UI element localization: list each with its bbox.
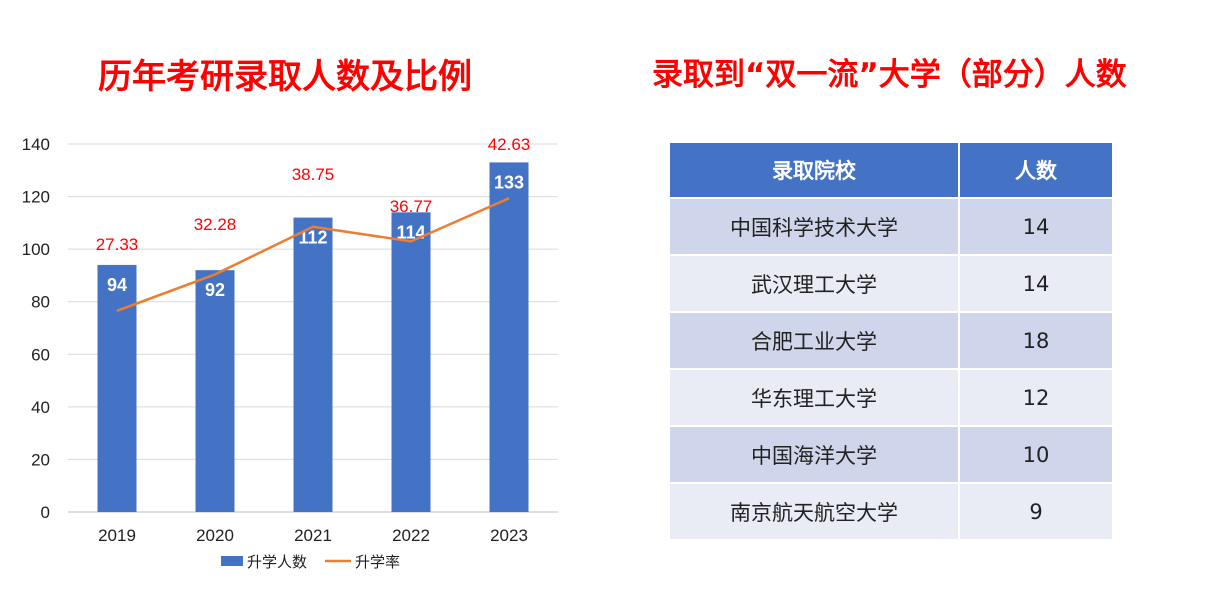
- y-tick-label: 40: [31, 398, 50, 417]
- bar: [97, 264, 137, 512]
- school-name: 中国海洋大学: [670, 425, 960, 483]
- table-row: 华东理工大学 12: [670, 368, 1112, 426]
- school-name: 华东理工大学: [670, 368, 960, 426]
- y-tick-label: 0: [41, 503, 50, 522]
- header-school: 录取院校: [670, 143, 960, 198]
- table-header-row: 录取院校 人数: [670, 143, 1112, 198]
- bar: [391, 212, 431, 512]
- x-tick-label: 2020: [196, 526, 234, 545]
- rate-point: [410, 240, 412, 242]
- table-row: 武汉理工大学 14: [670, 254, 1112, 312]
- x-tick-label: 2023: [490, 526, 528, 545]
- table-row: 中国科学技术大学 14: [670, 197, 1112, 255]
- rate-point: [508, 197, 510, 199]
- x-tick-label: 2021: [294, 526, 332, 545]
- table-row: 合肥工业大学 18: [670, 311, 1112, 369]
- bar: [293, 217, 333, 512]
- rate-point: [116, 310, 118, 312]
- table-title: 录取到“双一流”大学（部分）人数: [652, 57, 1127, 93]
- rate-value-label: 38.75: [292, 165, 335, 184]
- admit-count: 10: [959, 425, 1112, 483]
- admit-count: 9: [959, 482, 1112, 539]
- admit-count: 14: [959, 197, 1112, 255]
- legend-label-bar: 升学人数: [247, 553, 307, 571]
- y-tick-label: 120: [22, 188, 50, 207]
- y-tick-label: 100: [22, 240, 50, 259]
- table-row: 中国海洋大学 10: [670, 425, 1112, 483]
- x-tick-label: 2019: [98, 526, 136, 545]
- school-name: 合肥工业大学: [670, 311, 960, 369]
- bar: [195, 270, 235, 512]
- school-name: 武汉理工大学: [670, 254, 960, 312]
- rate-point: [214, 273, 216, 275]
- header-count: 人数: [959, 143, 1112, 198]
- y-tick-label: 140: [22, 135, 50, 154]
- rate-value-label: 32.28: [194, 215, 237, 234]
- school-name: 中国科学技术大学: [670, 197, 960, 255]
- chart-title: 历年考研录取人数及比例: [98, 57, 472, 97]
- x-tick-label: 2022: [392, 526, 430, 545]
- rate-value-label: 42.63: [488, 135, 531, 154]
- table-row: 南京航天航空大学 9: [670, 482, 1112, 539]
- bar-value-label: 112: [298, 228, 327, 248]
- bar: [489, 162, 529, 512]
- school-name: 南京航天航空大学: [670, 482, 960, 539]
- admit-count: 14: [959, 254, 1112, 312]
- bar-value-label: 94: [107, 275, 127, 295]
- admit-count: 12: [959, 368, 1112, 426]
- legend-swatch-bar: [221, 556, 243, 566]
- legend-label-line: 升学率: [355, 553, 400, 571]
- y-tick-label: 80: [31, 293, 50, 312]
- bar-value-label: 133: [494, 172, 524, 192]
- rate-value-label: 36.77: [390, 197, 433, 216]
- rate-value-label: 27.33: [96, 235, 139, 254]
- y-tick-label: 20: [31, 450, 50, 469]
- y-tick-label: 60: [31, 345, 50, 364]
- bar-value-label: 92: [205, 280, 225, 300]
- rate-point: [312, 226, 314, 228]
- admission-table: 录取院校 人数 中国科学技术大学 14 武汉理工大学 14 合肥工业大学 18 …: [670, 143, 1112, 539]
- admit-count: 18: [959, 311, 1112, 369]
